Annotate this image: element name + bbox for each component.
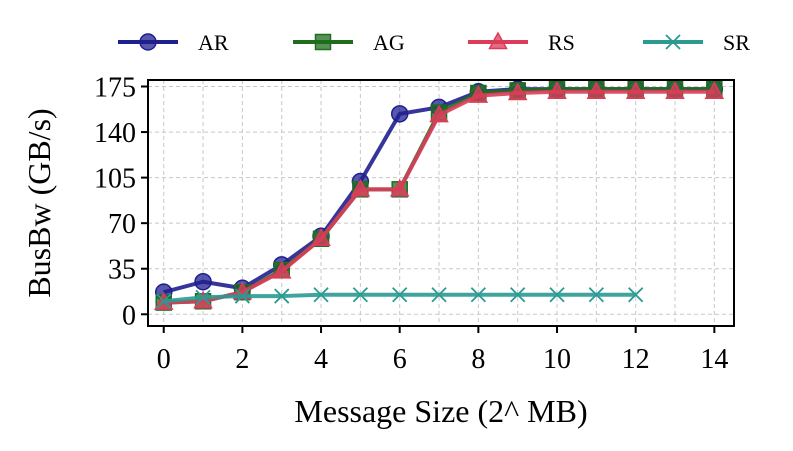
x-tick-label: 14 [700, 344, 728, 375]
series-layer [153, 80, 725, 311]
data-point-sr [156, 293, 172, 309]
plot-frame [147, 79, 735, 327]
x-axis-label: Message Size (2^ MB) [294, 393, 587, 429]
data-point-sr [352, 287, 369, 303]
x-axis: 0 2 4 6 8 10 12 14 [157, 326, 728, 375]
y-tick-label: 35 [108, 255, 136, 286]
x-tick-label: 8 [471, 344, 485, 375]
legend-label-ar: AR [198, 30, 229, 55]
data-point-sr [195, 289, 211, 306]
data-point-sr [234, 288, 251, 304]
data-point-sr [313, 287, 329, 303]
data-point-rs [507, 82, 528, 101]
legend-label-sr: SR [723, 30, 750, 55]
series-rs [153, 81, 725, 310]
x-tick-label: 0 [157, 344, 171, 375]
y-axis-label: BusBw (GB/s) [21, 108, 57, 297]
data-point-rs [665, 81, 685, 99]
data-point-rs [704, 81, 725, 99]
data-point-sr [274, 288, 290, 304]
legend: AR AG RS SR [118, 30, 750, 55]
legend-marker-sr [665, 34, 681, 50]
data-point-rs [547, 81, 567, 99]
y-axis: 0 35 70 105 140 175 [94, 73, 148, 331]
data-point-rs [350, 178, 371, 197]
x-tick-label: 10 [543, 344, 571, 375]
data-point-sr [470, 287, 486, 303]
data-point-rs [468, 85, 489, 103]
data-point-ar [390, 105, 409, 123]
y-tick-label: 0 [122, 300, 136, 331]
legend-item-rs: RS [468, 30, 575, 55]
data-point-sr [431, 287, 447, 303]
data-point-rs [389, 178, 410, 197]
x-tick-label: 12 [622, 344, 650, 375]
data-point-rs [625, 81, 646, 99]
data-point-sr [588, 287, 604, 303]
y-tick-label: 70 [108, 209, 136, 240]
legend-item-ag: AG [293, 30, 405, 55]
data-point-rs [429, 104, 449, 123]
data-point-rs [586, 81, 607, 99]
data-point-rs [193, 290, 213, 309]
data-point-sr [510, 287, 526, 303]
legend-label-rs: RS [548, 30, 575, 55]
y-tick-label: 105 [94, 164, 136, 195]
legend-marker-ar [139, 33, 157, 51]
series-sr [156, 287, 644, 309]
data-point-sr [628, 287, 644, 303]
x-tick-label: 6 [393, 344, 407, 375]
legend-marker-ag [314, 33, 332, 51]
data-point-sr [549, 287, 565, 303]
x-tick-label: 4 [314, 344, 328, 375]
x-tick-label: 2 [235, 344, 249, 375]
legend-label-ag: AG [373, 30, 405, 55]
data-point-sr [392, 287, 408, 303]
y-tick-label: 175 [94, 73, 136, 104]
legend-item-sr: SR [643, 30, 750, 55]
data-point-rs [311, 228, 331, 247]
legend-item-ar: AR [118, 30, 229, 55]
data-point-ar [194, 272, 212, 291]
data-point-rs [271, 260, 292, 279]
y-tick-label: 140 [94, 118, 136, 149]
legend-marker-rs [488, 31, 508, 50]
